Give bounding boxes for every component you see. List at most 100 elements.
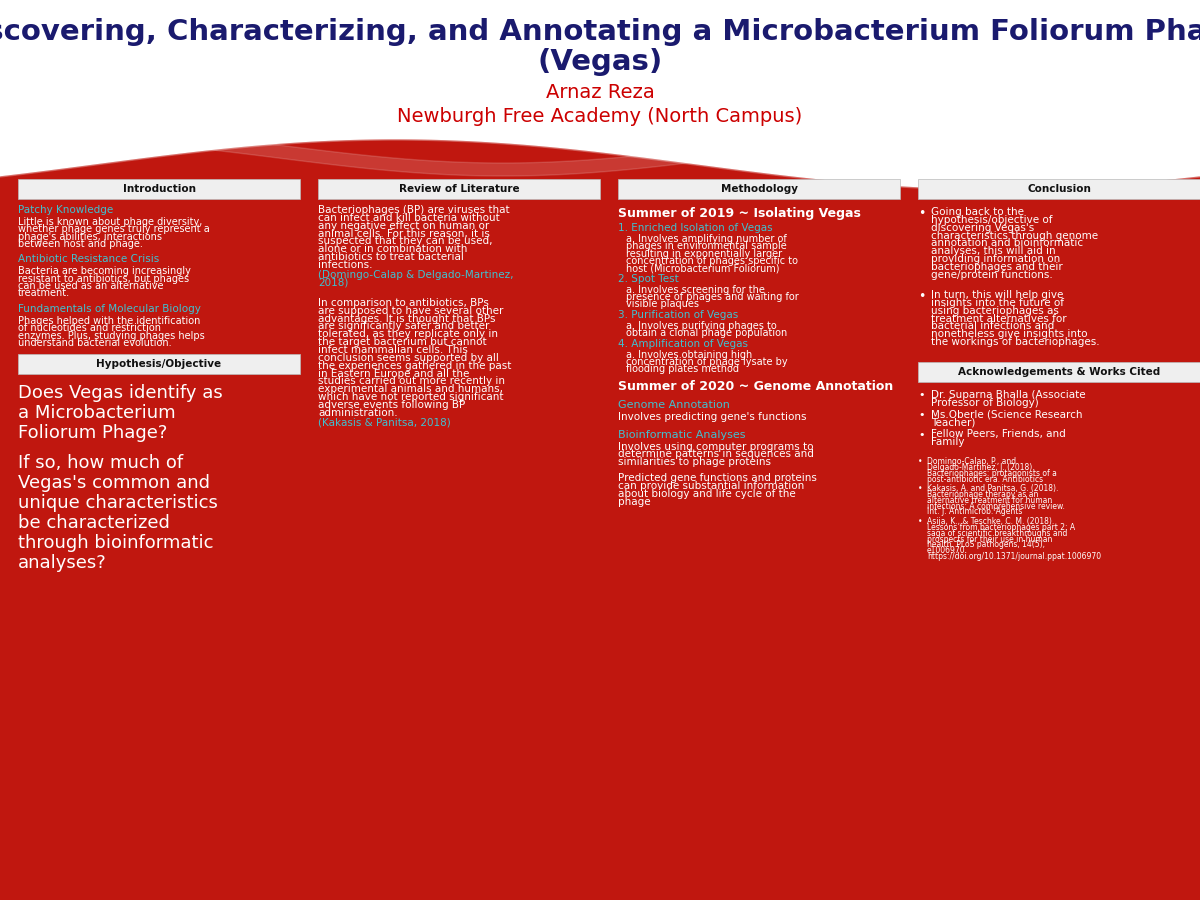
Bar (618, 179, 900, 199)
Text: 2018): 2018) (318, 278, 348, 288)
Text: between host and phage.: between host and phage. (18, 239, 143, 249)
Text: Conclusion: Conclusion (1027, 184, 1091, 194)
Text: are supposed to have several other: are supposed to have several other (318, 306, 503, 316)
Text: Lessons from bacteriophages part 2: A: Lessons from bacteriophages part 2: A (928, 523, 1075, 532)
Text: providing information on: providing information on (931, 254, 1061, 265)
Text: unique characteristics: unique characteristics (18, 494, 218, 512)
Text: adverse events following BP: adverse events following BP (318, 400, 466, 410)
Text: bacterial infections and: bacterial infections and (931, 321, 1055, 331)
Text: about biology and life cycle of the: about biology and life cycle of the (618, 489, 796, 499)
Text: Delgado-Martinez, J. (2018).: Delgado-Martinez, J. (2018). (928, 463, 1034, 472)
Text: (Domingo-Calap & Delgado-Martinez,: (Domingo-Calap & Delgado-Martinez, (318, 270, 514, 280)
Text: Little is known about phage diversity,: Little is known about phage diversity, (18, 217, 203, 227)
Text: Patchy Knowledge: Patchy Knowledge (18, 205, 113, 215)
Text: Foliorum Phage?: Foliorum Phage? (18, 424, 167, 442)
Text: in Eastern Europe and all the: in Eastern Europe and all the (318, 369, 469, 379)
Text: the workings of bacteriophages.: the workings of bacteriophages. (931, 338, 1099, 347)
Text: Arnaz Reza: Arnaz Reza (546, 83, 654, 102)
Text: administration.: administration. (318, 408, 397, 418)
Text: a. Involves amplifying number of: a. Involves amplifying number of (626, 234, 787, 244)
Text: e1006970.: e1006970. (928, 546, 968, 555)
Text: understand bacterial evolution.: understand bacterial evolution. (18, 338, 172, 348)
Text: prospects for their use in human: prospects for their use in human (928, 535, 1052, 544)
Text: phages in environmental sample: phages in environmental sample (626, 241, 787, 251)
Text: conclusion seems supported by all: conclusion seems supported by all (318, 353, 499, 363)
Text: saga of scientific breakthroughs and: saga of scientific breakthroughs and (928, 529, 1067, 538)
Text: Vegas's common and: Vegas's common and (18, 474, 210, 492)
Text: 1. Enriched Isolation of Vegas: 1. Enriched Isolation of Vegas (618, 223, 773, 233)
Text: obtain a clonal phage population: obtain a clonal phage population (626, 328, 787, 338)
Text: using bacteriophages as: using bacteriophages as (931, 306, 1058, 316)
Text: suspected that they can be used,: suspected that they can be used, (318, 237, 492, 247)
Text: infections.: infections. (318, 260, 372, 270)
Text: 2. Spot Test: 2. Spot Test (618, 274, 679, 284)
Text: Newburgh Free Academy (North Campus): Newburgh Free Academy (North Campus) (397, 107, 803, 127)
Text: tolerated, as they replicate only in: tolerated, as they replicate only in (318, 329, 498, 339)
Text: characteristics through genome: characteristics through genome (931, 230, 1098, 240)
Text: concentration of phage lysate by: concentration of phage lysate by (626, 357, 787, 367)
Text: animal cells. For this reason, it is: animal cells. For this reason, it is (318, 229, 490, 238)
Polygon shape (0, 140, 1200, 900)
Text: of nucleotides and restriction: of nucleotides and restriction (18, 323, 161, 333)
Text: whether phage genes truly represent a: whether phage genes truly represent a (18, 224, 210, 234)
Text: Methodology: Methodology (720, 184, 798, 194)
Text: through bioinformatic: through bioinformatic (18, 535, 214, 553)
Text: resistant to antibiotics, but phages: resistant to antibiotics, but phages (18, 274, 190, 284)
Text: Summer of 2020 ~ Genome Annotation: Summer of 2020 ~ Genome Annotation (618, 380, 893, 392)
Text: discovering Vegas's: discovering Vegas's (931, 223, 1034, 233)
Text: Ms.Oberle (Science Research: Ms.Oberle (Science Research (931, 410, 1082, 419)
Text: post-antibiotic era. Antibiotics: post-antibiotic era. Antibiotics (928, 474, 1043, 483)
Text: Fundamentals of Molecular Biology: Fundamentals of Molecular Biology (18, 304, 200, 314)
Text: https://doi.org/10.1371/journal.ppat.1006970: https://doi.org/10.1371/journal.ppat.100… (928, 552, 1102, 561)
Text: similarities to phage proteins: similarities to phage proteins (618, 457, 772, 467)
Text: Professor of Biology): Professor of Biology) (931, 398, 1039, 408)
Text: 3. Purification of Vegas: 3. Purification of Vegas (618, 310, 738, 320)
Text: hypothesis/objective of: hypothesis/objective of (931, 215, 1052, 225)
Text: Bioinformatic Analyses: Bioinformatic Analyses (618, 429, 745, 439)
Text: be characterized: be characterized (18, 514, 170, 532)
Text: concentration of phages specific to: concentration of phages specific to (626, 256, 798, 266)
Text: any negative effect on human or: any negative effect on human or (318, 220, 490, 230)
Text: Does Vegas identify as: Does Vegas identify as (18, 384, 223, 402)
Text: can be used as an alternative: can be used as an alternative (18, 281, 163, 291)
Text: insights into the future of: insights into the future of (931, 298, 1064, 308)
Text: Asija, K., & Teschke, C. M. (2018).: Asija, K., & Teschke, C. M. (2018). (928, 518, 1055, 526)
Text: Antibiotic Resistance Crisis: Antibiotic Resistance Crisis (18, 255, 160, 265)
Text: analyses?: analyses? (18, 554, 107, 572)
Text: Involves using computer programs to: Involves using computer programs to (618, 442, 814, 452)
Text: a. Involves obtaining high: a. Involves obtaining high (626, 349, 752, 359)
Text: treatment.: treatment. (18, 289, 70, 299)
Text: phage's abilities, interactions: phage's abilities, interactions (18, 231, 162, 242)
Text: Phages helped with the identification: Phages helped with the identification (18, 316, 200, 326)
Text: •: • (918, 390, 924, 400)
Text: antibiotics to treat bacterial: antibiotics to treat bacterial (318, 252, 464, 262)
Text: which have not reported significant: which have not reported significant (318, 392, 504, 402)
Text: infections: A comprehensive review.: infections: A comprehensive review. (928, 501, 1064, 510)
Text: •: • (918, 290, 925, 303)
Text: Acknowledgements & Works Cited: Acknowledgements & Works Cited (958, 367, 1160, 377)
Text: the target bacterium but cannot: the target bacterium but cannot (318, 338, 487, 347)
Text: nonetheless give insights into: nonetheless give insights into (931, 329, 1087, 339)
Text: annotation and bioinformatic: annotation and bioinformatic (931, 238, 1084, 248)
Text: Predicted gene functions and proteins: Predicted gene functions and proteins (618, 473, 817, 483)
Text: •: • (918, 429, 924, 439)
Bar (18, 355, 300, 374)
Text: infect mammalian cells. This: infect mammalian cells. This (318, 345, 468, 355)
Text: alternative treatment for human: alternative treatment for human (928, 496, 1052, 505)
Text: Bacteria are becoming increasingly: Bacteria are becoming increasingly (18, 266, 191, 276)
Text: •: • (918, 484, 923, 493)
Text: (Kakasis & Panitsa, 2018): (Kakasis & Panitsa, 2018) (318, 418, 451, 428)
Text: determine patterns in sequences and: determine patterns in sequences and (618, 449, 814, 459)
Text: the experiences gathered in the past: the experiences gathered in the past (318, 361, 511, 371)
Text: host (Microbacterium Foliorum): host (Microbacterium Foliorum) (626, 264, 780, 274)
Text: a Microbacterium: a Microbacterium (18, 404, 175, 422)
Text: enzymes. Plus, studying phages helps: enzymes. Plus, studying phages helps (18, 330, 205, 340)
Text: •: • (918, 410, 924, 419)
Text: (Vegas): (Vegas) (538, 48, 662, 76)
Text: Bacteriophage therapy as an: Bacteriophage therapy as an (928, 491, 1038, 500)
Text: Dr. Suparna Bhalla (Associate: Dr. Suparna Bhalla (Associate (931, 390, 1086, 400)
Text: flooding plates method: flooding plates method (626, 364, 739, 374)
Text: Family: Family (931, 437, 965, 447)
Text: Discovering, Characterizing, and Annotating a Microbacterium Foliorum Phage: Discovering, Characterizing, and Annotat… (0, 18, 1200, 46)
Text: a. Involves screening for the: a. Involves screening for the (626, 284, 764, 295)
